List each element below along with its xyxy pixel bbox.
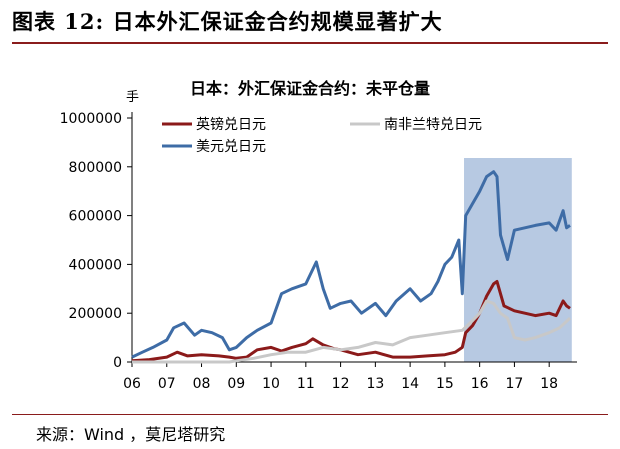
figure-title: 图表 12: 日本外汇保证金合约规模显著扩大 [12, 9, 443, 34]
x-tick-label: 12 [332, 376, 350, 392]
chart-title: 日本：外汇保证金合约：未平仓量 [190, 79, 430, 98]
y-tick-label: 200000 [69, 306, 122, 322]
y-tick-label: 0 [113, 355, 122, 371]
y-unit-label: 手 [126, 90, 139, 105]
x-tick-label: 09 [227, 376, 245, 392]
legend-label-1: 南非兰特兑日元 [384, 117, 482, 133]
series-line-1 [132, 299, 572, 364]
x-tick-label: 16 [471, 376, 489, 392]
plot-lines [131, 170, 572, 364]
x-tick-label: 13 [366, 376, 384, 392]
source-note: 来源：Wind ，莫尼塔研究 [36, 425, 226, 444]
x-axis: 06 07 08 09 10 11 12 13 14 15 16 17 18 [123, 361, 577, 392]
x-tick-label: 11 [297, 376, 315, 392]
series-line-2 [131, 170, 571, 359]
y-tick-label: 1000000 [60, 111, 122, 127]
series-line-0 [131, 280, 571, 363]
x-tick-label: 06 [123, 376, 141, 392]
x-tick-label: 08 [193, 376, 211, 392]
legend-label-2: 美元兑日元 [196, 139, 266, 155]
legend-label-0: 英镑兑日元 [196, 116, 266, 133]
x-tick-label: 10 [262, 376, 280, 392]
x-tick-label: 17 [506, 376, 524, 392]
x-tick-label: 07 [158, 376, 176, 392]
source-rule [12, 414, 608, 415]
y-tick-label: 600000 [69, 209, 122, 225]
title-rule [12, 42, 608, 44]
y-tick-label: 800000 [69, 160, 122, 176]
x-tick-label: 18 [540, 376, 558, 392]
y-tick-label: 400000 [69, 257, 122, 273]
highlight-region [464, 158, 572, 362]
x-tick-label: 15 [436, 376, 454, 392]
x-tick-label: 14 [401, 376, 419, 392]
y-axis: 0 200000 400000 600000 800000 1000000 [60, 111, 133, 371]
